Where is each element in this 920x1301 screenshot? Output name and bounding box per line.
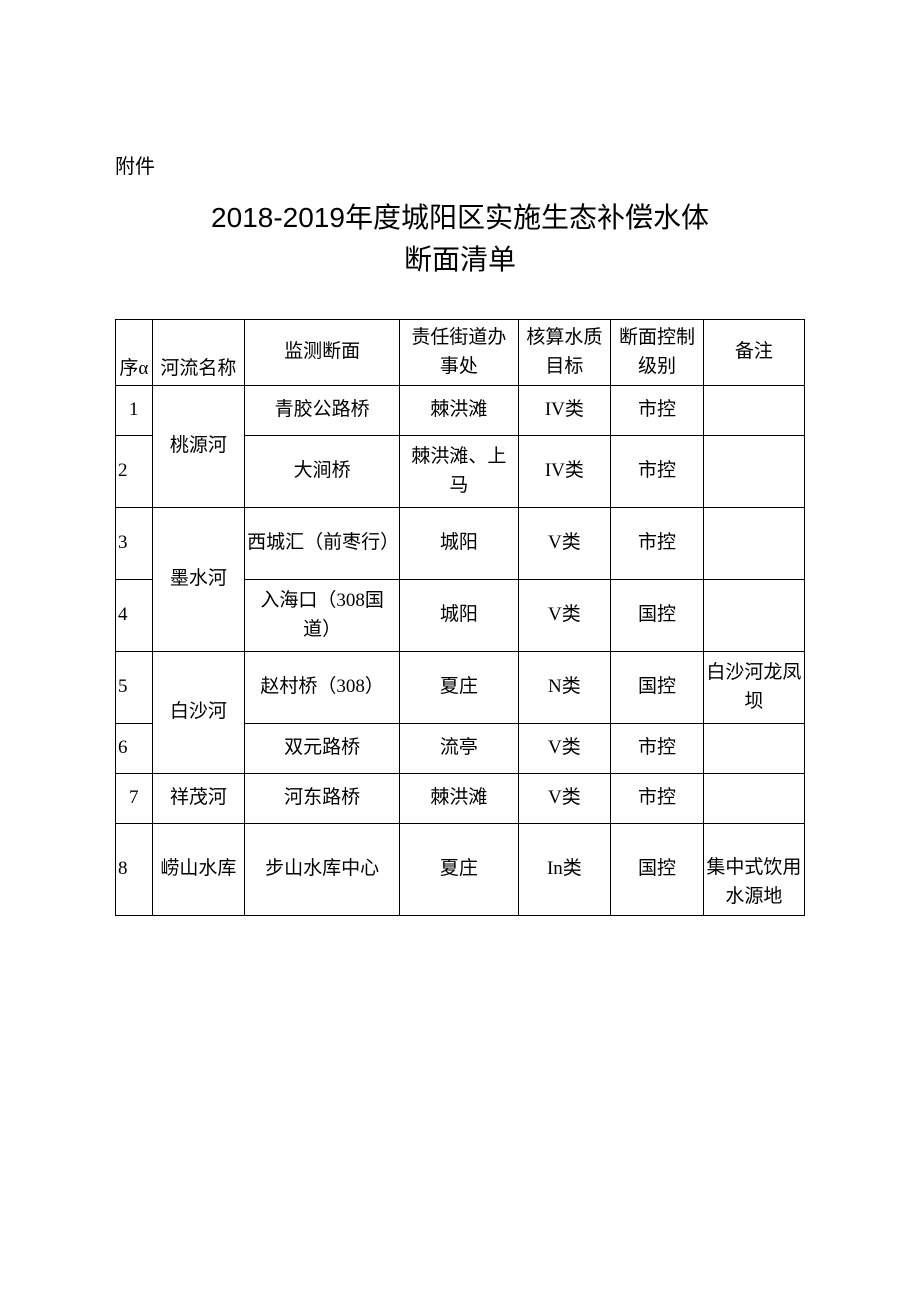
cell-seq: 4	[116, 580, 153, 652]
cell-level: 国控	[611, 824, 704, 916]
attachment-label: 附件	[115, 150, 805, 179]
header-office: 责任街道办事处	[400, 320, 518, 386]
document-title: 2018-2019年度城阳区实施生态补偿水体 断面清单	[115, 197, 805, 281]
cell-river: 墨水河	[152, 508, 245, 652]
cell-office: 城阳	[400, 508, 518, 580]
cell-river: 祥茂河	[152, 774, 245, 824]
cell-river: 桃源河	[152, 386, 245, 508]
cell-office: 夏庄	[400, 652, 518, 724]
cell-target: V类	[518, 580, 611, 652]
cell-remark	[703, 724, 804, 774]
cell-section: 步山水库中心	[245, 824, 400, 916]
table-row: 7 祥茂河 河东路桥 棘洪滩 V类 市控	[116, 774, 805, 824]
cell-seq: 2	[116, 436, 153, 508]
cell-river: 白沙河	[152, 652, 245, 774]
table-row: 5 白沙河 赵村桥（308） 夏庄 N类 国控 白沙河龙凤坝	[116, 652, 805, 724]
cell-target: V类	[518, 774, 611, 824]
cell-seq: 3	[116, 508, 153, 580]
cell-level: 市控	[611, 436, 704, 508]
table-row: 1 桃源河 青胶公路桥 棘洪滩 IV类 市控	[116, 386, 805, 436]
cell-section: 赵村桥（308）	[245, 652, 400, 724]
cell-remark: 集中式饮用水源地	[703, 824, 804, 916]
cell-target: In类	[518, 824, 611, 916]
cell-office: 夏庄	[400, 824, 518, 916]
cell-remark	[703, 386, 804, 436]
cell-seq: 8	[116, 824, 153, 916]
cell-seq: 6	[116, 724, 153, 774]
cell-office: 棘洪滩	[400, 774, 518, 824]
cell-target: V类	[518, 724, 611, 774]
cell-target: N类	[518, 652, 611, 724]
water-section-table: 序α 河流名称 监测断面 责任街道办事处 核算水质目标 断面控制级别 备注 1 …	[115, 319, 805, 916]
cell-office: 棘洪滩、上马	[400, 436, 518, 508]
cell-level: 市控	[611, 724, 704, 774]
cell-remark	[703, 580, 804, 652]
cell-seq: 5	[116, 652, 153, 724]
header-remark: 备注	[703, 320, 804, 386]
cell-remark	[703, 774, 804, 824]
header-seq: 序α	[116, 320, 153, 386]
cell-river: 崂山水库	[152, 824, 245, 916]
cell-remark	[703, 508, 804, 580]
title-line-1: 2018-2019年度城阳区实施生态补偿水体	[211, 202, 709, 233]
cell-office: 流亭	[400, 724, 518, 774]
cell-section: 双元路桥	[245, 724, 400, 774]
header-level: 断面控制级别	[611, 320, 704, 386]
cell-office: 棘洪滩	[400, 386, 518, 436]
cell-remark: 白沙河龙凤坝	[703, 652, 804, 724]
cell-target: IV类	[518, 386, 611, 436]
table-row: 8 崂山水库 步山水库中心 夏庄 In类 国控 集中式饮用水源地	[116, 824, 805, 916]
cell-level: 市控	[611, 386, 704, 436]
cell-level: 国控	[611, 580, 704, 652]
cell-seq: 1	[116, 386, 153, 436]
cell-section: 大涧桥	[245, 436, 400, 508]
cell-seq: 7	[116, 774, 153, 824]
cell-office: 城阳	[400, 580, 518, 652]
table-header-row: 序α 河流名称 监测断面 责任街道办事处 核算水质目标 断面控制级别 备注	[116, 320, 805, 386]
cell-level: 市控	[611, 508, 704, 580]
title-line-2: 断面清单	[404, 244, 516, 275]
table-row: 3 墨水河 西城汇（前枣行） 城阳 V类 市控	[116, 508, 805, 580]
cell-section: 河东路桥	[245, 774, 400, 824]
header-section: 监测断面	[245, 320, 400, 386]
cell-remark	[703, 436, 804, 508]
cell-level: 国控	[611, 652, 704, 724]
cell-target: IV类	[518, 436, 611, 508]
cell-section: 西城汇（前枣行）	[245, 508, 400, 580]
cell-section: 青胶公路桥	[245, 386, 400, 436]
header-target: 核算水质目标	[518, 320, 611, 386]
cell-section: 入海口（308国道）	[245, 580, 400, 652]
cell-target: V类	[518, 508, 611, 580]
cell-level: 市控	[611, 774, 704, 824]
header-river: 河流名称	[152, 320, 245, 386]
